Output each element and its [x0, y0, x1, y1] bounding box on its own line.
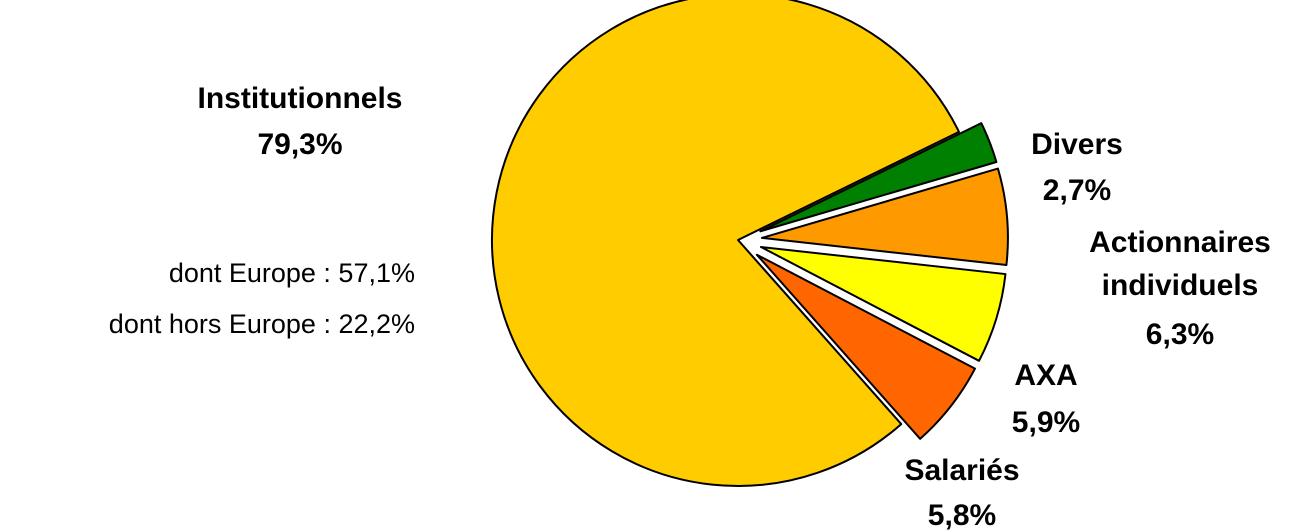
pie-slice-divers: [759, 122, 998, 233]
label-salaries-value: 5,8%: [928, 499, 996, 531]
label-actionnaires-line1: Actionnaires: [1089, 226, 1271, 259]
annotation-hors-europe: dont hors Europe : 22,2%: [109, 309, 415, 339]
label-divers-value: 2,7%: [1043, 174, 1111, 207]
pie-slices: [491, 0, 1009, 487]
label-divers-name: Divers: [1031, 128, 1123, 161]
label-actionnaires-line2: individuels: [1102, 269, 1259, 302]
label-institutionnels-value: 79,3%: [257, 128, 342, 161]
label-salaries-name: Salariés: [904, 454, 1019, 487]
pie-slice-axa: [759, 245, 1007, 362]
pie-slice-salari-s: [755, 253, 977, 440]
label-axa-value: 5,9%: [1012, 406, 1080, 439]
label-axa-name: AXA: [1014, 359, 1077, 392]
label-actionnaires-value: 6,3%: [1146, 318, 1214, 351]
pie-slice-institutionnels: [491, 0, 960, 487]
label-institutionnels-name: Institutionnels: [198, 82, 403, 115]
annotation-europe: dont Europe : 57,1%: [169, 258, 415, 288]
pie-slice-actionnaires-individuels: [760, 167, 1009, 266]
